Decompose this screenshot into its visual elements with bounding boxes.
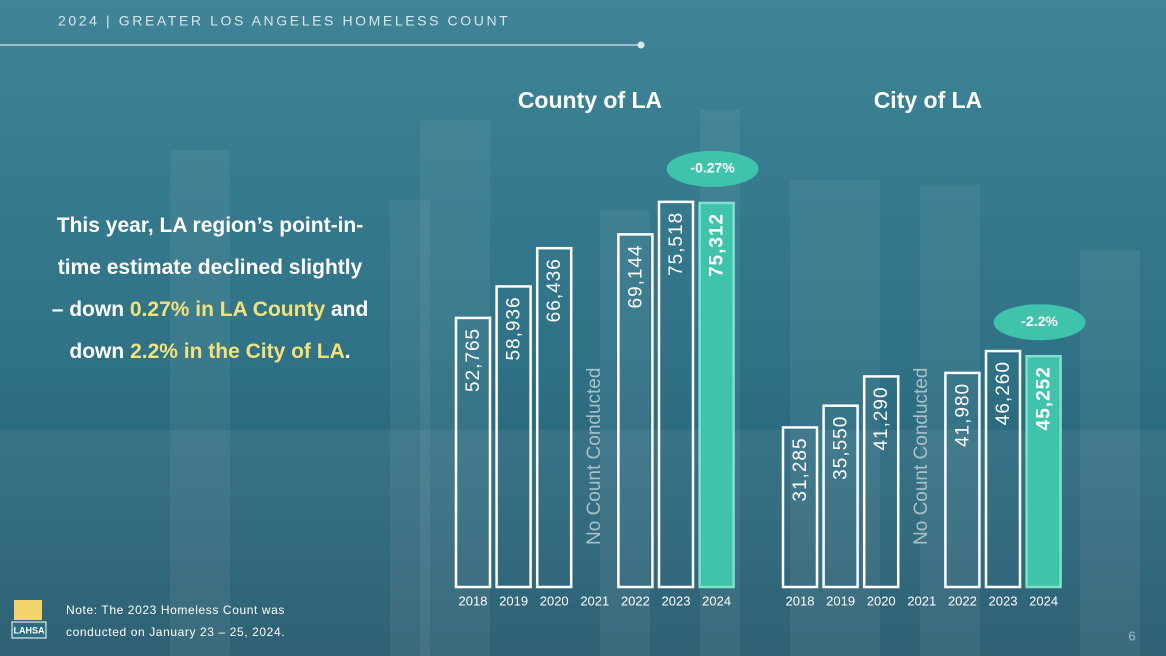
bar xyxy=(454,316,492,589)
x-tick-label: 2020 xyxy=(540,593,569,608)
x-tick-label: 2023 xyxy=(662,593,691,608)
value-label: 69,144 xyxy=(625,244,646,308)
x-tick-label: 2022 xyxy=(621,593,650,608)
value-label: 66,436 xyxy=(544,258,565,322)
annotation: -0.27% xyxy=(690,160,735,176)
x-tick-label: 2024 xyxy=(1029,593,1058,608)
x-tick-label: 2021 xyxy=(580,593,609,608)
bar xyxy=(862,375,900,589)
summary: This year, LA region’s point-in-time est… xyxy=(50,205,370,373)
bar xyxy=(617,233,654,589)
annotation-badge xyxy=(993,304,1086,341)
logo: LAHSA xyxy=(11,600,47,639)
annotation: -2.2% xyxy=(1021,313,1058,329)
summary-part: . xyxy=(344,340,351,363)
bar xyxy=(495,285,532,589)
summary-part: and down xyxy=(69,298,369,363)
summary-part: 2.2% in the City of LA xyxy=(130,340,345,363)
header-dot xyxy=(637,41,645,49)
no-data-label: No Count Conducted xyxy=(911,368,932,545)
x-tick-label: 2018 xyxy=(459,593,488,608)
x-tick-label: 2023 xyxy=(989,593,1018,608)
value-label: 52,765 xyxy=(463,328,484,392)
page-number: 6 xyxy=(1128,628,1135,643)
bar xyxy=(822,404,859,589)
value-label: 35,550 xyxy=(831,416,852,480)
value-label: 45,252 xyxy=(1034,366,1055,430)
bar xyxy=(698,201,735,589)
no-data-label: No Count Conducted xyxy=(584,368,605,545)
summary-part: 0.27% in LA County xyxy=(129,298,326,321)
x-tick-label: 2021 xyxy=(907,593,936,608)
value-label: 58,936 xyxy=(504,296,525,360)
value-label: 31,285 xyxy=(790,437,811,501)
bar xyxy=(944,371,981,589)
value-label: 75,312 xyxy=(707,213,728,277)
bar xyxy=(1025,354,1062,589)
x-tick-label: 2018 xyxy=(786,593,815,608)
summary-part: This year, LA region’s point-in-time est… xyxy=(51,214,364,321)
x-tick-label: 2020 xyxy=(867,593,896,608)
value-label: 46,260 xyxy=(993,361,1014,425)
x-tick-label: 2019 xyxy=(826,593,855,608)
header: 2024 | GREATER LOS ANGELES HOMELESS COUN… xyxy=(58,13,510,29)
logo-text: LAHSA xyxy=(14,625,45,635)
bar xyxy=(984,349,1022,589)
bar xyxy=(657,200,695,589)
chart-title: County of LA xyxy=(518,87,662,113)
chart-title: City of LA xyxy=(874,87,983,113)
value-label: 41,980 xyxy=(952,383,973,447)
note: Note: The 2023 Homeless Count was xyxy=(66,603,285,617)
value-label: 75,518 xyxy=(666,212,687,276)
annotation-badge xyxy=(666,150,759,187)
x-tick-label: 2024 xyxy=(702,593,731,608)
note: conducted on January 23 – 25, 2024. xyxy=(66,625,285,639)
bar xyxy=(781,426,819,589)
x-tick-label: 2022 xyxy=(948,593,977,608)
x-tick-label: 2019 xyxy=(499,593,528,608)
value-label: 41,290 xyxy=(871,386,892,450)
bar xyxy=(535,246,573,589)
